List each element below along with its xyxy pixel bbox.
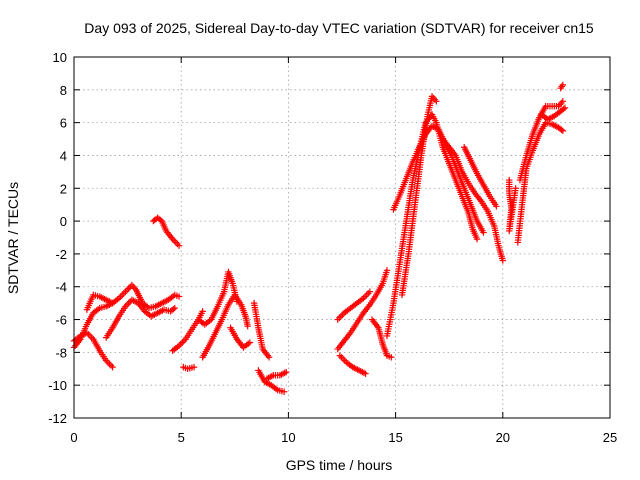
x-axis-ticks: 0 5 10 15 20 25 [70,57,617,445]
series-arc-9 [199,291,251,361]
data-point [512,185,519,192]
data-point [561,104,569,112]
data-point [480,229,487,236]
series-arc-5 [150,214,183,249]
data-point [473,235,481,243]
data-point [493,203,500,210]
data-point [175,242,183,249]
data-point [283,368,290,376]
data-point [560,105,567,113]
y-tick-label: -6 [55,313,67,328]
data-point [244,322,251,330]
y-tick-label: -10 [48,378,67,393]
series-arc-27 [557,81,567,92]
data-point [109,363,116,371]
data-point [171,304,178,312]
series-arc-18 [383,111,481,340]
series-arc-4 [102,296,178,341]
series-arc-11 [250,299,273,361]
series-arc-17 [368,316,395,361]
series-arc-23 [506,176,519,235]
x-tick-label: 0 [70,430,77,445]
data-point [559,98,567,105]
y-tick-label: 8 [60,83,67,98]
y-tick-label: 10 [53,50,67,65]
grid [74,57,610,418]
y-tick-label: -4 [55,280,67,295]
series-arc-25 [516,98,567,184]
data-point [175,293,183,300]
series-arc-26 [538,104,569,123]
data-point [558,126,565,133]
data-point [433,98,440,105]
data-points [70,81,569,395]
series-arc-7 [180,363,198,372]
series-arc-22 [461,144,500,210]
data-point [170,305,177,313]
data-point [109,299,116,307]
series-arc-24 [514,119,567,246]
data-point [190,363,198,371]
chart-title: Day 093 of 2025, Sidereal Day-to-day VTE… [84,20,594,36]
data-point [366,288,374,295]
series-arc-12 [255,367,288,395]
y-tick-label: -2 [55,247,67,262]
y-tick-label: 4 [60,148,67,163]
series-arc-21 [439,135,506,264]
series-arc-16 [336,352,369,377]
series-arc-13 [263,368,290,382]
data-point [559,127,567,135]
y-tick-label: 0 [60,214,67,229]
data-point [559,81,567,89]
x-tick-label: 15 [388,430,402,445]
y-tick-label: 2 [60,181,67,196]
data-point [388,354,395,361]
y-axis-ticks: -12 -10 -8 -6 -4 -2 0 2 4 6 8 10 [48,50,610,426]
data-point [280,388,288,395]
x-tick-label: 20 [496,430,510,445]
y-tick-label: 6 [60,116,67,131]
data-point [383,267,391,274]
x-tick-label: 5 [178,430,185,445]
series-arc-20 [398,93,440,299]
series-arc-8 [195,268,241,328]
y-axis-label: SDTVAR / TECUs [5,182,21,294]
x-axis-label: GPS time / hours [286,457,393,473]
series-arc-3 [83,291,116,313]
series-arc-10 [227,324,254,351]
y-tick-label: -8 [55,345,67,360]
data-point [246,339,254,346]
data-point [199,308,206,315]
plot-frame [73,56,611,419]
series-arc-2 [70,281,183,351]
x-tick-label: 25 [603,430,617,445]
series-arc-6 [169,308,206,354]
x-tick-label: 10 [281,430,295,445]
series-arc-15 [334,267,391,353]
data-point [499,257,506,264]
data-point [265,354,273,361]
data-point [362,370,369,377]
series-arc-14 [334,288,374,323]
y-tick-label: -12 [48,411,67,426]
